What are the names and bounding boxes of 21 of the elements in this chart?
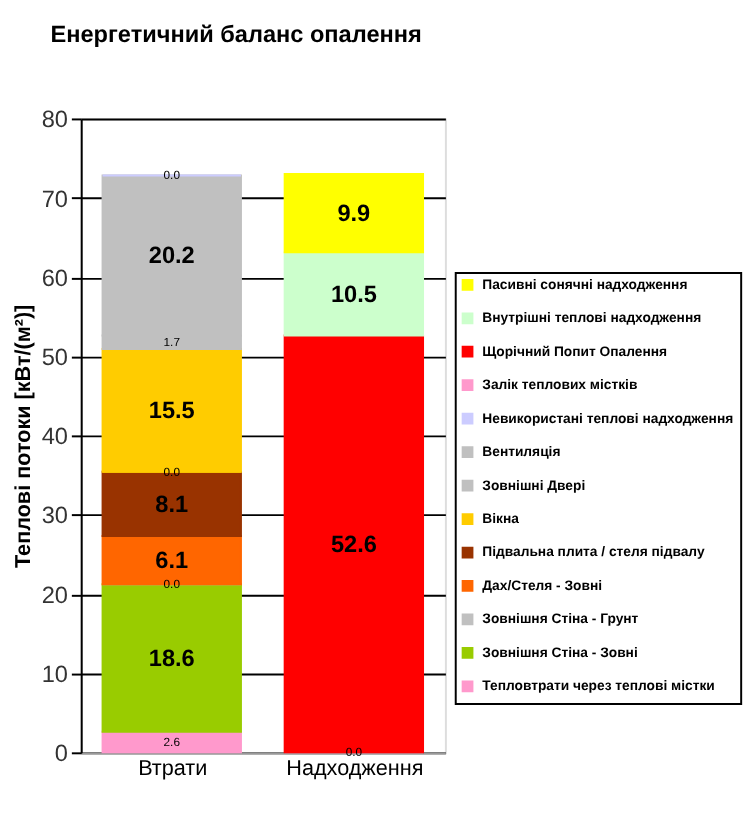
x-tick-label: Втрати [138, 756, 208, 781]
y-tick-label: 40 [41, 422, 69, 451]
y-tick-label: 10 [41, 659, 69, 688]
data-label: 18.6 [148, 643, 196, 672]
data-label: 52.6 [330, 529, 378, 558]
y-tick-label: 30 [41, 501, 69, 530]
y-tick-label: 70 [41, 184, 69, 213]
data-label: 6.1 [155, 546, 190, 575]
chart-title: Енергетичний баланс опалення [50, 19, 423, 48]
y-tick-label: 0 [54, 739, 69, 768]
y-tick-label: 20 [41, 580, 69, 609]
x-tick-label: Надходження [286, 756, 424, 781]
data-label: 9.9 [337, 199, 372, 228]
data-label: 15.5 [148, 396, 196, 425]
data-label: 8.1 [155, 489, 190, 518]
y-tick-label: 50 [41, 343, 69, 372]
y-tick-label: 80 [41, 105, 69, 134]
data-label: 20.2 [148, 241, 196, 270]
data-label: 10.5 [330, 279, 378, 308]
y-tick-label: 60 [41, 263, 69, 292]
y-axis-title: Теплові потоки [кВт/(м²)] [11, 304, 36, 569]
